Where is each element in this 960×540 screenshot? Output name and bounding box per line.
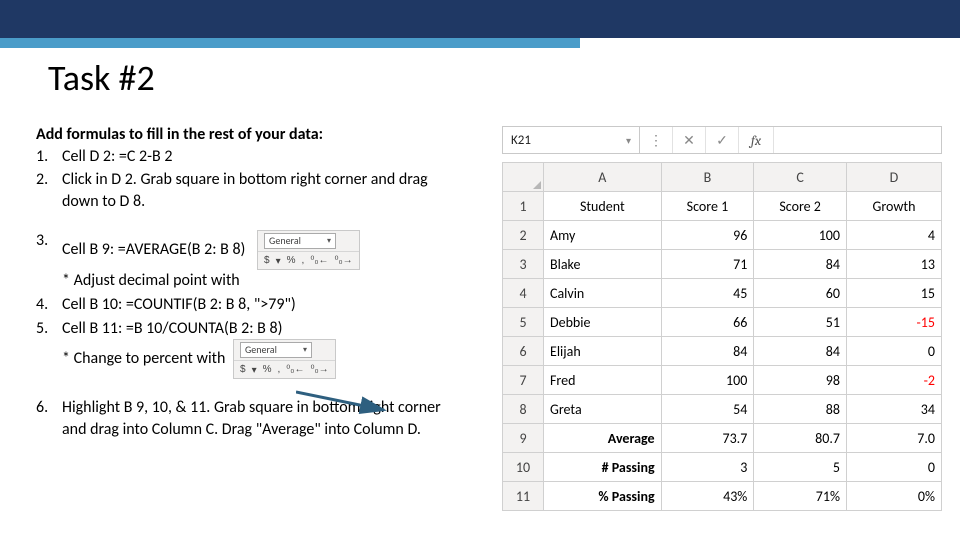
table-row: 1 Student Score 1 Score 2 Growth [503,192,942,221]
step-text: Highlight B 9, 10, & 11. Grab square in … [62,397,456,440]
step-number: 5. [36,318,62,380]
step-subtext: * Adjust decimal point with [62,271,240,290]
chevron-down-icon: ▾ [327,236,331,247]
slide-title: Task #2 [48,56,155,100]
currency-icon[interactable]: $ [264,254,270,268]
fx-icon[interactable]: fx [739,127,774,153]
step-text: Cell B 9: =AVERAGE(B 2: B 8) General ▾ $… [62,230,456,292]
step-5: 5. Cell B 11: =B 10/COUNTA(B 2: B 8) * C… [36,318,456,380]
step-number: 6. [36,397,62,440]
step-text: Click in D 2. Grab square in bottom righ… [62,169,456,212]
intro-text: Add formulas to fill in the rest of your… [36,125,323,144]
excel-panel: K21 ▾ ⋮ ✕ ✓ fx A B C D 1 Student Score 1… [502,126,942,511]
name-box[interactable]: K21 ▾ [503,127,640,153]
decrease-decimal-icon[interactable]: ⁰₀→ [334,254,352,268]
percent-icon[interactable]: % [263,363,272,377]
row-header[interactable]: 1 [503,192,544,221]
step-number: 3. [36,230,62,292]
number-format-dropdown[interactable]: General ▾ [264,233,336,249]
step-text: Cell B 10: =COUNTIF(B 2: B 8, ">79") [62,294,456,316]
instructions-panel: Add formulas to fill in the rest of your… [36,124,456,442]
number-format-dropdown[interactable]: General ▾ [240,342,312,358]
cancel-icon[interactable]: ✕ [673,127,706,153]
currency-icon[interactable]: $ [240,363,246,377]
table-row: 11% Passing43%71%0% [503,482,942,511]
steps-list: 6. Highlight B 9, 10, & 11. Grab square … [36,397,456,440]
name-box-value: K21 [511,133,531,148]
step-6: 6. Highlight B 9, 10, & 11. Grab square … [36,397,456,440]
table-row: 4Calvin456015 [503,279,942,308]
formula-input[interactable] [774,127,941,153]
formula-bar: K21 ▾ ⋮ ✕ ✓ fx [502,126,942,154]
table-row: 7Fred10098-2 [503,366,942,395]
steps-list: 1. Cell D 2: =C 2-B 2 2. Click in D 2. G… [36,146,456,213]
step-number: 1. [36,146,62,168]
number-format-ribbon-snip: General ▾ $ ▾ % , ⁰₀← ⁰₀→ [257,230,360,270]
table-row: 10# Passing350 [503,453,942,482]
chevron-down-icon: ▾ [303,345,307,356]
col-header-b[interactable]: B [661,163,754,192]
step-1: 1. Cell D 2: =C 2-B 2 [36,146,456,168]
step-2: 2. Click in D 2. Grab square in bottom r… [36,169,456,212]
increase-decimal-icon[interactable]: ⁰₀← [286,363,304,377]
cell[interactable]: Student [544,192,662,221]
table-row: 9Average73.780.77.0 [503,424,942,453]
spreadsheet: A B C D 1 Student Score 1 Score 2 Growth… [502,162,942,511]
number-format-label: General [269,234,301,248]
step-number: 4. [36,294,62,316]
table-row: 3Blake718413 [503,250,942,279]
table-row: 8Greta548834 [503,395,942,424]
table-row: 2Amy961004 [503,221,942,250]
step-4: 4. Cell B 10: =COUNTIF(B 2: B 8, ">79") [36,294,456,316]
decrease-decimal-icon[interactable]: ⁰₀→ [310,363,328,377]
step-number: 2. [36,169,62,212]
select-all-corner[interactable] [503,163,544,192]
number-format-ribbon-snip-2: General ▾ $ ▾ % , ⁰₀← ⁰₀→ [233,339,336,379]
col-header-d[interactable]: D [846,163,941,192]
cell[interactable]: Growth [846,192,941,221]
step-text: Cell B 11: =B 10/COUNTA(B 2: B 8) * Chan… [62,318,456,380]
cell[interactable]: Score 1 [661,192,754,221]
divider-icon: ⋮ [640,127,673,153]
chevron-down-icon: ▾ [626,134,631,147]
cell[interactable]: Score 2 [754,192,847,221]
sheet-body: 1 Student Score 1 Score 2 Growth 2Amy961… [503,192,942,511]
steps-list: 3. Cell B 9: =AVERAGE(B 2: B 8) General … [36,230,456,379]
percent-icon[interactable]: % [287,254,296,268]
col-header-a[interactable]: A [544,163,662,192]
step-3: 3. Cell B 9: =AVERAGE(B 2: B 8) General … [36,230,456,292]
top-bar [0,0,960,38]
enter-icon[interactable]: ✓ [706,127,739,153]
comma-icon[interactable]: , [278,363,281,377]
number-format-label: General [245,343,277,357]
comma-icon[interactable]: , [302,254,305,268]
table-row: 6Elijah84840 [503,337,942,366]
increase-decimal-icon[interactable]: ⁰₀← [310,254,328,268]
step-subtext: * Change to percent with [62,349,225,368]
col-header-c[interactable]: C [754,163,847,192]
step-text: Cell D 2: =C 2-B 2 [62,146,456,168]
table-row: 5Debbie6651-15 [503,308,942,337]
top-bar-accent [0,38,580,48]
